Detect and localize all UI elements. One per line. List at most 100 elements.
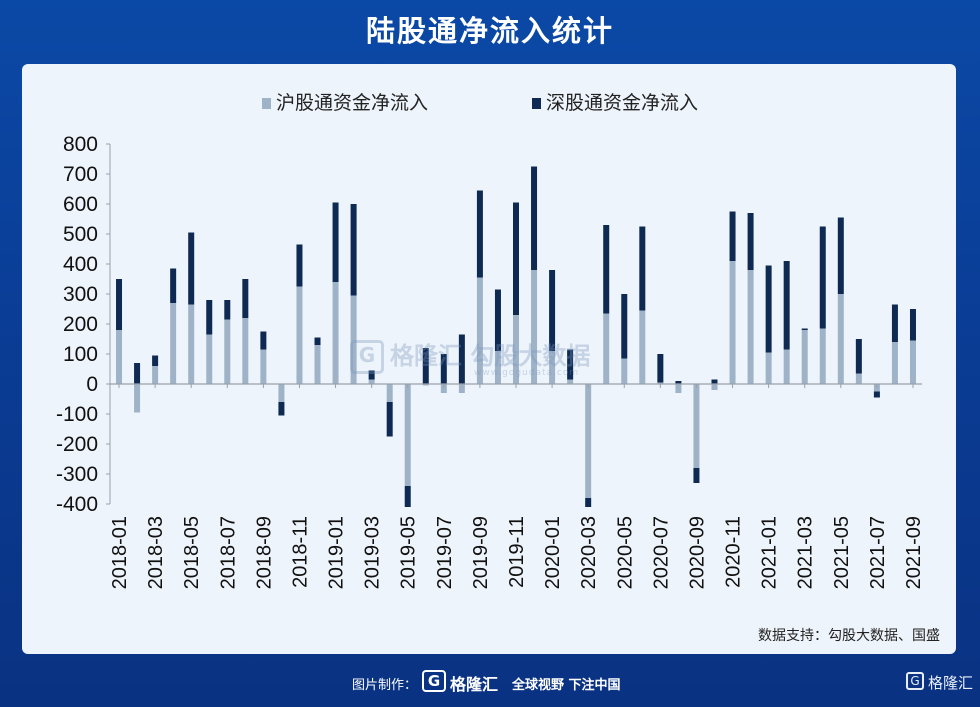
bar-sz: [729, 211, 736, 261]
x-tick-label: 2021-09: [903, 516, 925, 589]
page-title: 陆股通净流入统计: [365, 14, 614, 48]
x-tick-label: 2019-07: [434, 516, 456, 589]
bar-sh: [494, 351, 501, 384]
bar-sh: [765, 352, 772, 384]
y-tick-label: 700: [63, 163, 98, 186]
bar-sz: [747, 213, 754, 270]
watermark-text: 格隆汇 勾股大数据: [390, 342, 591, 370]
bar-sz: [765, 265, 772, 353]
bar-sz: [260, 331, 267, 350]
x-tick-label: 2019-03: [362, 516, 384, 589]
x-tick-label: 2018-03: [145, 516, 167, 589]
bar-sz: [657, 354, 664, 383]
bar-sh: [422, 384, 429, 386]
bar-sh: [152, 366, 159, 384]
x-tick-label: 2019-01: [326, 516, 348, 589]
y-tick-label: 600: [63, 193, 98, 216]
bar-sh: [513, 315, 519, 384]
x-tick-label: 2021-05: [831, 516, 853, 589]
footer-slogan: 全球视野 下注中国: [512, 678, 621, 693]
x-tick-label: 2019-11: [506, 516, 528, 588]
bar-sz: [513, 202, 519, 315]
bar-sz: [783, 261, 790, 350]
bar-sz: [801, 328, 808, 330]
bar-sz: [855, 339, 862, 374]
bar-sz: [152, 355, 159, 366]
bar-sh: [206, 334, 213, 384]
bar-sh: [729, 261, 736, 384]
chart-panel: 800 700 600 500 400 300 200 100 0 -100 -200 -300 -40…: [22, 64, 956, 654]
bar-sh: [621, 358, 628, 384]
x-tick-label: 2018-09: [253, 516, 275, 589]
y-tick-label: 800: [63, 133, 98, 156]
x-tick-label: 2019-09: [470, 516, 492, 589]
bar-sz: [549, 270, 556, 351]
bar-sz: [188, 232, 195, 305]
x-tick-label: 2020-05: [614, 516, 636, 589]
x-tick-label: 2019-05: [398, 516, 420, 589]
y-tick-label: 0: [86, 373, 98, 396]
bar-sh: [458, 384, 465, 393]
bar-sz: [693, 468, 700, 483]
bar-sz: [494, 289, 501, 351]
bar-sh: [549, 351, 556, 384]
bar-sz: [242, 279, 249, 318]
bar-sz: [170, 268, 177, 303]
bar-sz: [531, 166, 538, 270]
bar-sz: [296, 244, 303, 287]
bar-sz: [350, 204, 357, 296]
bar-sz: [621, 294, 628, 359]
bar-sh: [567, 379, 574, 384]
bar-sh: [909, 340, 916, 384]
x-tick-label: 2021-07: [867, 516, 889, 589]
bar-sz: [422, 348, 429, 384]
bar-sh: [134, 384, 141, 413]
bar-sz: [891, 304, 898, 342]
watermark: G 格隆汇 勾股大数据 www.gogudata.com: [350, 336, 591, 378]
bar-sz: [675, 381, 682, 384]
bar-sh: [837, 294, 844, 384]
y-tick-label: 200: [63, 313, 98, 336]
legend-label: 深股通资金净流入: [546, 92, 698, 114]
corner-brand: 格隆汇: [928, 674, 974, 692]
bar-sh: [314, 345, 321, 384]
y-tick-label: 400: [63, 253, 98, 276]
source-note: 数据支持：勾股大数据、国盛: [758, 628, 940, 644]
bar-sz: [603, 225, 610, 314]
y-tick-label: -400: [56, 493, 98, 516]
footer-credit-label: 图片制作：: [352, 678, 418, 693]
bar-sz: [458, 334, 465, 384]
x-tick-label: 2018-05: [181, 516, 203, 589]
y-tick-label: -300: [56, 463, 98, 486]
bar-sz: [206, 300, 213, 335]
y-tick-label: 500: [63, 223, 98, 246]
bar-sz: [819, 226, 826, 329]
bar-sh: [531, 270, 538, 384]
bar-sh: [224, 319, 231, 384]
bar-sz: [909, 309, 916, 341]
bar-sh: [170, 303, 177, 384]
bar-sh: [260, 349, 267, 384]
bar-sz: [476, 190, 483, 278]
bar-sz: [314, 337, 321, 345]
bar-sz: [278, 402, 285, 416]
x-tick-label: 2021-03: [795, 516, 817, 589]
x-tick-label: 2021-01: [759, 516, 781, 589]
x-tick-label: 2020-11: [723, 516, 745, 588]
bar-sh: [332, 282, 339, 384]
bar-sz: [332, 202, 339, 282]
footer: 图片制作： G 格隆汇 全球视野 下注中国 G 格隆汇: [0, 668, 980, 698]
bar-sh: [693, 384, 700, 468]
y-tick-label: 100: [63, 343, 98, 366]
bar-sh: [603, 313, 610, 384]
bar-sz: [404, 486, 411, 507]
bar-sh: [747, 270, 754, 384]
bar-sh: [386, 384, 393, 402]
net-inflow-chart: 800 700 600 500 400 300 200 100 0 -100 -200 -300 -40…: [56, 92, 925, 589]
legend-swatch: [262, 98, 271, 109]
bar-sz: [873, 391, 880, 398]
bar-sz: [639, 226, 646, 311]
bar-sh: [476, 277, 483, 384]
bar-sz: [134, 363, 141, 384]
watermark-logo-icon: G: [350, 340, 384, 374]
